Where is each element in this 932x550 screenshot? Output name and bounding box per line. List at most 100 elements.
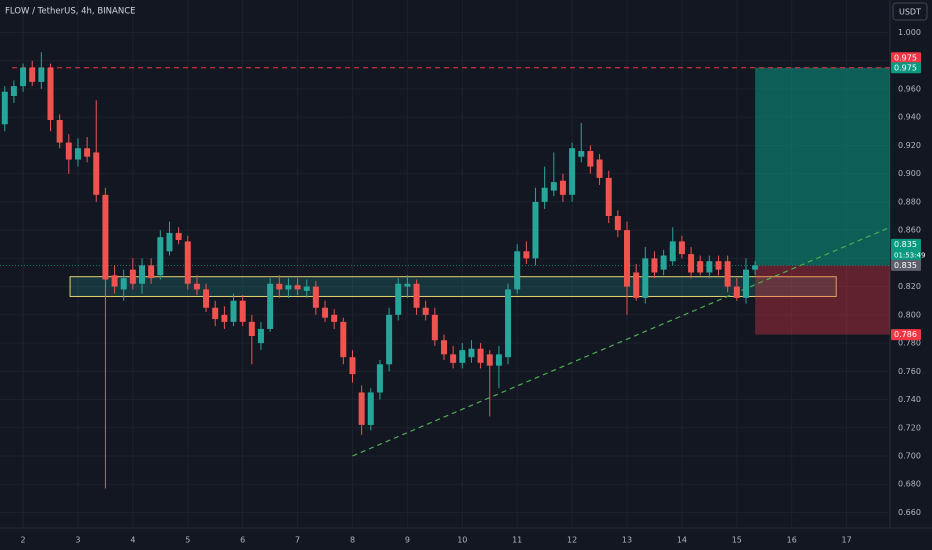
x-tick-label: 15 [732, 536, 742, 545]
x-tick-label: 6 [240, 536, 245, 545]
candle-body [10, 86, 17, 96]
y-tick-label: 0.720 [898, 423, 921, 432]
candle-body [752, 265, 759, 270]
price-label: 0.786 [894, 330, 917, 339]
price-label-box [891, 52, 921, 64]
y-tick-label: 0.860 [898, 226, 921, 235]
x-tick-label: 3 [75, 536, 80, 545]
candle-body [1, 91, 8, 125]
candle-body [376, 364, 383, 393]
candle-body [65, 142, 72, 160]
y-tick-label: 1.000 [898, 28, 921, 37]
candle-body [395, 283, 402, 315]
price-label-box [891, 329, 921, 341]
x-tick-label: 12 [567, 536, 577, 545]
candle-body [358, 392, 365, 425]
candle-body [678, 241, 685, 255]
stop-area [755, 265, 890, 335]
y-tick-label: 0.760 [898, 367, 921, 376]
target-area [755, 67, 890, 266]
y-tick-label: 0.660 [898, 508, 921, 517]
x-tick-label: 9 [405, 536, 410, 545]
candle-body [477, 348, 484, 363]
price-label: 0.835 [894, 261, 917, 270]
candle-body [312, 286, 319, 308]
candle-body [733, 286, 740, 298]
y-tick-label: 0.920 [898, 141, 921, 150]
y-tick-label: 0.780 [898, 339, 921, 348]
y-tick-label: 0.700 [898, 452, 921, 461]
candle-body [642, 258, 649, 298]
candle-body [587, 151, 594, 167]
grid [0, 0, 890, 528]
candle-body [715, 261, 722, 270]
x-tick-label: 7 [295, 536, 300, 545]
candle-body [651, 258, 658, 273]
candle-body [20, 67, 27, 87]
candle-body [505, 289, 512, 358]
currency-label[interactable]: USDT [899, 8, 921, 17]
candle-body [514, 251, 521, 290]
price-label: 0.975 [894, 53, 917, 62]
candle-body [38, 67, 45, 82]
x-tick-label: 14 [677, 536, 687, 545]
candle-body [495, 354, 502, 366]
candle-body [413, 283, 420, 308]
candle-body [386, 314, 393, 365]
candle-body [203, 289, 210, 308]
candle-body [285, 285, 292, 290]
currency-button[interactable] [892, 2, 928, 21]
candle-body [605, 177, 612, 216]
x-tick-label: 16 [787, 536, 797, 545]
candle-body [614, 216, 621, 231]
candle-body [157, 237, 164, 276]
x-tick-label: 13 [622, 536, 632, 545]
candle-body [550, 182, 557, 191]
candle-body [148, 265, 155, 279]
candle-body [120, 278, 127, 290]
candle-body [450, 354, 457, 363]
price-countdown: 01:53:49 [894, 251, 925, 259]
candle-body [102, 194, 109, 280]
candle-body [669, 241, 676, 262]
candle-body [532, 201, 539, 259]
x-tick-label: 10 [457, 536, 467, 545]
candle-body [184, 241, 191, 284]
candle-body [468, 348, 475, 358]
x-tick-label: 8 [350, 536, 355, 545]
candle-body [541, 187, 548, 202]
x-tick-label: 5 [185, 536, 190, 545]
candle-body [84, 148, 91, 157]
candle-body [340, 321, 347, 358]
candle-body [459, 350, 466, 363]
chart-title: FLOW / TetherUS, 4h, BINANCE [5, 7, 136, 17]
candle-body [688, 254, 695, 273]
y-tick-label: 0.880 [898, 197, 921, 206]
candle-body [56, 120, 63, 143]
y-tick-label: 0.680 [898, 480, 921, 489]
candle-body [331, 314, 338, 322]
candle-body [422, 307, 429, 315]
candle-body [193, 283, 200, 290]
candle-body [257, 328, 264, 344]
candle-body [129, 269, 136, 284]
candle-body [660, 255, 667, 270]
y-tick-label: 0.940 [898, 113, 921, 122]
candle-body [486, 354, 493, 366]
candles [1, 52, 759, 489]
x-tick-label: 17 [842, 536, 852, 545]
candle-body [742, 269, 749, 298]
candle-body [303, 286, 310, 291]
candle-body [239, 300, 246, 322]
candle-body [248, 321, 255, 336]
y-tick-label: 0.820 [898, 282, 921, 291]
price-label: 0.835 [894, 240, 917, 249]
x-tick-label: 4 [130, 536, 135, 545]
candle-body [111, 275, 118, 287]
candle-body [322, 307, 329, 318]
candle-body [559, 180, 566, 195]
candle-body [221, 314, 228, 322]
candle-body [431, 314, 438, 341]
candle-body [175, 232, 182, 240]
